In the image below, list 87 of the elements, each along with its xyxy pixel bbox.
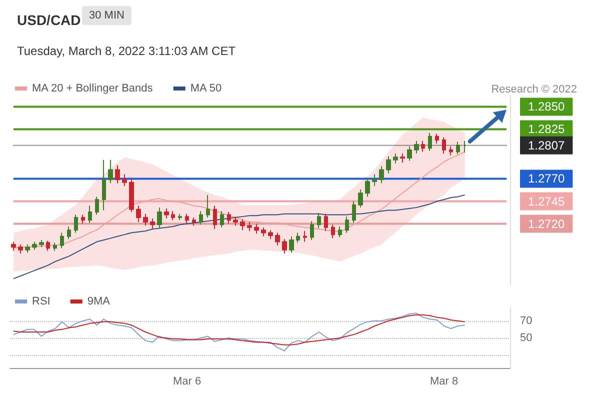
- candlestick: [150, 218, 155, 230]
- candlestick: [206, 194, 210, 218]
- candlestick: [442, 136, 446, 154]
- candlestick: [102, 159, 106, 211]
- candlestick: [331, 224, 335, 239]
- candlestick: [435, 133, 439, 144]
- line-series: [12, 314, 466, 346]
- x-tick-label: Mar 6: [173, 376, 202, 388]
- candlestick: [303, 230, 307, 242]
- candlestick: [11, 241, 16, 252]
- candlestick: [46, 240, 50, 252]
- candlestick: [171, 210, 175, 221]
- text: 30 MIN: [89, 10, 125, 22]
- candlestick: [268, 230, 273, 240]
- candlestick: [157, 207, 162, 229]
- candlestick: [324, 213, 328, 232]
- candlestick: [74, 214, 78, 234]
- candlestick: [67, 226, 71, 240]
- candlestick: [379, 166, 384, 184]
- candlestick: [282, 238, 287, 254]
- candlestick: [220, 210, 224, 228]
- legend-label: MA 50: [190, 82, 222, 94]
- candlestick: [25, 244, 30, 254]
- candlestick: [115, 164, 120, 184]
- candlestick: [81, 214, 85, 224]
- y-tick-label: 1.2745: [528, 194, 566, 208]
- candlestick: [358, 189, 363, 208]
- candlestick: [338, 226, 342, 238]
- candlestick: [240, 218, 245, 231]
- candlestick: [233, 216, 238, 226]
- candlestick: [456, 141, 460, 155]
- legend-label: MA 20 + Bollinger Bands: [32, 82, 154, 94]
- candlestick: [108, 159, 113, 184]
- candlestick: [352, 200, 356, 224]
- candlestick: [317, 212, 321, 229]
- candlestick: [185, 213, 189, 224]
- chart-title: USD/CAD: [17, 12, 81, 28]
- y-tick-label: 1.2850: [528, 100, 566, 114]
- candlestick: [400, 153, 405, 164]
- candlestick: [365, 177, 370, 198]
- y-tick-label: 50: [520, 332, 532, 344]
- candlestick: [247, 221, 252, 232]
- candlestick: [122, 174, 127, 186]
- candlestick: [449, 146, 453, 156]
- candlestick: [261, 226, 266, 237]
- candlestick: [386, 156, 391, 174]
- candlestick: [32, 241, 37, 250]
- candlestick: [310, 220, 314, 240]
- candlestick: [60, 232, 64, 249]
- candlestick: [178, 213, 182, 221]
- candlestick: [192, 216, 196, 226]
- candlestick: [254, 223, 259, 234]
- candlestick: [421, 140, 425, 152]
- candlestick: [463, 140, 467, 154]
- candlestick: [39, 239, 44, 248]
- candlestick: [407, 146, 412, 162]
- candlestick: [143, 213, 148, 226]
- line-series: [12, 194, 466, 280]
- candlestick: [275, 232, 280, 246]
- candlestick: [414, 140, 419, 154]
- candlestick: [164, 208, 169, 219]
- candlestick: [53, 242, 57, 252]
- candlestick: [95, 196, 99, 216]
- legend-label: 9MA: [87, 296, 111, 308]
- candlestick: [296, 232, 300, 244]
- y-tick-label: 1.2825: [528, 122, 566, 136]
- candlestick: [88, 205, 92, 224]
- y-tick-label: 1.2807: [528, 138, 566, 152]
- y-tick-label: 70: [520, 314, 532, 327]
- candlestick: [345, 216, 349, 234]
- candlestick: [372, 174, 377, 186]
- legend-label: RSI: [32, 296, 50, 308]
- text: Research © 2022: [491, 84, 577, 96]
- y-tick-label: 1.2770: [528, 172, 566, 186]
- candlestick: [428, 132, 432, 152]
- candlestick: [227, 212, 231, 224]
- x-tick-label: Mar 8: [430, 376, 458, 388]
- candlestick: [213, 205, 217, 230]
- candlestick: [136, 205, 141, 222]
- candlestick: [18, 244, 23, 254]
- candlestick: [199, 210, 203, 226]
- candlestick: [129, 178, 134, 213]
- candlestick: [393, 153, 398, 164]
- y-tick-label: 1.2720: [528, 216, 566, 231]
- chart-subtitle: Tuesday, March 8, 2022 3:11:03 AM CET: [17, 44, 236, 58]
- line-series: [12, 312, 466, 352]
- candlestick: [289, 236, 294, 254]
